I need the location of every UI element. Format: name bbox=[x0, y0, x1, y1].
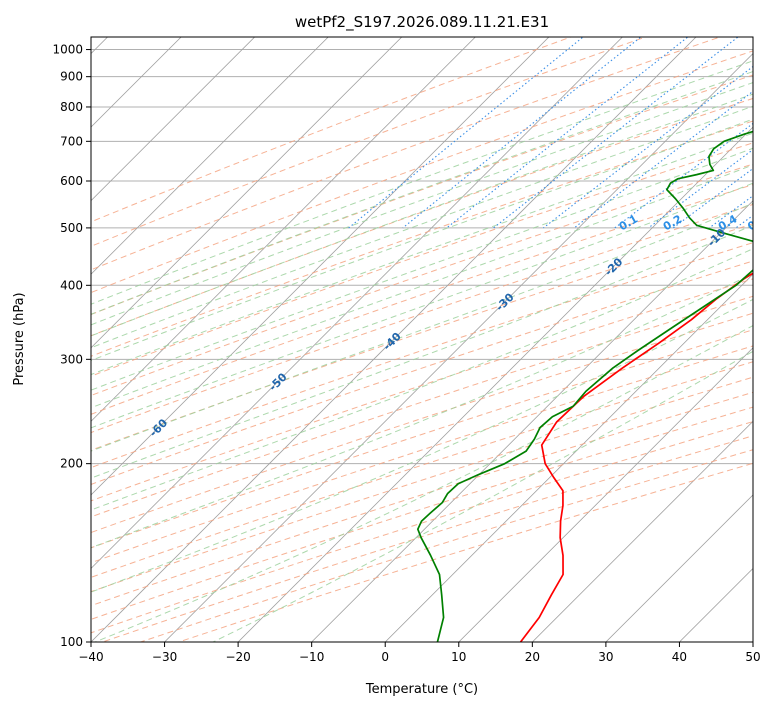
dry-adiabat bbox=[91, 74, 753, 316]
isotherm-20 bbox=[531, 420, 753, 642]
isotherm--60 bbox=[91, 37, 550, 496]
x-axis-title: Temperature (°C) bbox=[365, 682, 478, 697]
moist-adiabat bbox=[91, 70, 753, 315]
y-tick-label: 800 bbox=[60, 100, 83, 114]
y-axis-title: Pressure (hPa) bbox=[12, 292, 27, 385]
y-tick-label: 700 bbox=[60, 134, 83, 148]
y-tick-label: 400 bbox=[60, 278, 83, 292]
mixing-ratio-lines bbox=[348, 37, 753, 229]
isotherm--30 bbox=[163, 52, 753, 642]
x-axis: −40 −30 −20 −10 0 10 20 30 40 50 bbox=[78, 642, 761, 664]
dewpoint-line bbox=[416, 130, 753, 642]
x-tick-label: 10 bbox=[451, 650, 466, 664]
chart-title: wetPf2_S197.2026.089.11.21.E31 bbox=[295, 13, 549, 32]
dry-adiabat bbox=[91, 260, 753, 485]
plot-area: -100-90-80-70-60-50-40-30-20-10010203040… bbox=[91, 37, 769, 642]
dry-adiabat bbox=[91, 184, 753, 415]
moist-adiabat bbox=[91, 132, 753, 376]
x-tick-label: 20 bbox=[525, 650, 540, 664]
moist-adiabat bbox=[91, 164, 753, 409]
y-tick-label: 200 bbox=[60, 457, 83, 471]
dry-adiabat bbox=[91, 50, 753, 294]
y-tick-label: 500 bbox=[60, 221, 83, 235]
isotherm--80 bbox=[91, 37, 403, 349]
mixing-ratio-label: 0.6 bbox=[745, 212, 769, 233]
y-axis: 100 200 300 400 500 600 700 800 900 1000 bbox=[52, 43, 91, 649]
isotherm--10 bbox=[311, 200, 753, 642]
plot-frame bbox=[90, 36, 754, 643]
isotherm--20 bbox=[237, 126, 753, 642]
dry-adiabat bbox=[91, 37, 722, 271]
x-tick-label: −10 bbox=[299, 650, 324, 664]
moist-adiabat bbox=[91, 60, 753, 305]
x-tick-label: −20 bbox=[225, 650, 250, 664]
mixing-ratio-line bbox=[446, 37, 689, 229]
isotherm--40 bbox=[91, 37, 697, 642]
x-tick-label: 40 bbox=[672, 650, 687, 664]
isotherm-0 bbox=[384, 273, 753, 642]
x-tick-label: −30 bbox=[152, 650, 177, 664]
dry-adiabat bbox=[91, 312, 753, 534]
dry-adiabat bbox=[91, 376, 753, 593]
isotherm-10 bbox=[458, 347, 753, 642]
y-tick-label: 900 bbox=[60, 70, 83, 84]
isotherm--90 bbox=[91, 37, 329, 275]
moist-adiabat bbox=[91, 273, 753, 549]
dry-adiabat bbox=[91, 37, 647, 247]
dry-adiabat bbox=[91, 142, 753, 377]
dry-adiabat bbox=[91, 345, 753, 564]
mixing-ratio-line bbox=[543, 65, 753, 229]
y-tick-label: 1000 bbox=[52, 43, 83, 57]
y-tick-label: 300 bbox=[60, 352, 83, 366]
dry-adiabat bbox=[91, 37, 573, 223]
moist-adiabat bbox=[91, 248, 753, 511]
isotherm-30 bbox=[605, 494, 753, 642]
moist-adiabat bbox=[91, 105, 753, 349]
x-tick-label: 30 bbox=[598, 650, 613, 664]
dry-adiabats bbox=[91, 37, 753, 642]
moist-adiabat bbox=[91, 147, 753, 391]
moist-adiabats bbox=[91, 60, 753, 642]
x-tick-label: 0 bbox=[381, 650, 389, 664]
dry-adiabat bbox=[91, 163, 753, 397]
sounding-profiles bbox=[416, 130, 753, 642]
x-tick-label: 50 bbox=[745, 650, 760, 664]
mixing-ratio-line bbox=[493, 37, 739, 229]
moist-adiabat bbox=[91, 93, 753, 337]
gridlines bbox=[91, 37, 753, 642]
moist-adiabat bbox=[91, 298, 753, 593]
isotherm--70 bbox=[91, 37, 476, 422]
x-tick-label: −40 bbox=[78, 650, 103, 664]
isotherm--50 bbox=[91, 37, 624, 570]
isotherm--100 bbox=[91, 37, 256, 202]
y-tick-label: 100 bbox=[60, 635, 83, 649]
dry-adiabat bbox=[91, 278, 753, 502]
y-tick-label: 600 bbox=[60, 174, 83, 188]
